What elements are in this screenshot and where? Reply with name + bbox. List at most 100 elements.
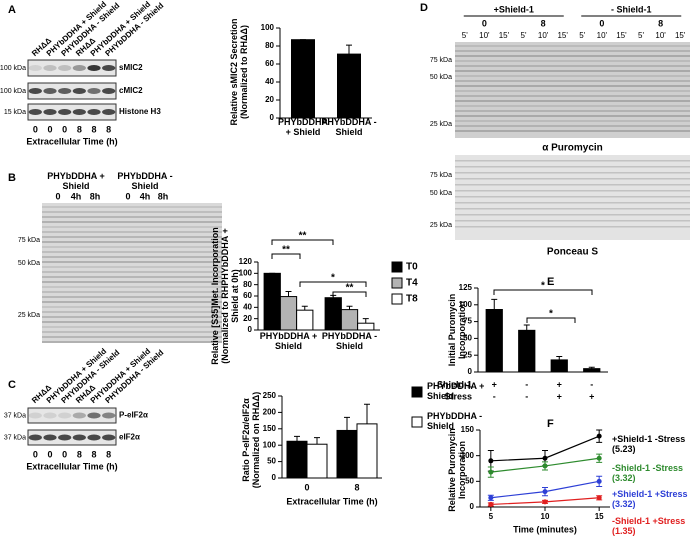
blot-band bbox=[102, 65, 116, 71]
error-bar bbox=[346, 305, 353, 310]
panel-label: D bbox=[420, 2, 428, 14]
group-label: - Shield-1 bbox=[611, 4, 652, 14]
blot-texture bbox=[42, 216, 222, 218]
x-tick-label: 5 bbox=[489, 512, 494, 521]
legend-swatch bbox=[411, 386, 423, 398]
lane-label: 4h bbox=[71, 191, 82, 201]
bar bbox=[324, 297, 342, 331]
blot-texture bbox=[455, 178, 690, 180]
legend-label: +Shield-1 +Stress (3.32) bbox=[612, 489, 688, 509]
bar bbox=[263, 272, 281, 331]
error-bar bbox=[491, 298, 498, 310]
blot-texture bbox=[42, 296, 222, 298]
blot-band bbox=[87, 434, 101, 441]
legend-label-box: +Shield-1 -Stress (5.23) bbox=[612, 434, 685, 454]
marker-label: 50 kDa bbox=[430, 74, 452, 81]
y-axis-label-box: Relative [S35]Met. Incorporation (Normal… bbox=[210, 227, 240, 365]
legend-label-box: -Shield-1 +Stress (1.35) bbox=[612, 516, 685, 536]
y-tick-label: 0 bbox=[468, 367, 473, 376]
marker-label: 75 kDa bbox=[430, 57, 452, 64]
bar bbox=[337, 53, 361, 119]
axis-label: Extracellular Time (h) bbox=[26, 136, 117, 146]
y-tick-label: 80 bbox=[243, 280, 252, 289]
condition-cell: - bbox=[493, 391, 496, 401]
bar bbox=[286, 440, 308, 479]
blot-texture bbox=[42, 286, 222, 288]
panel-label: B bbox=[8, 172, 16, 184]
legend-label-box: +Shield-1 +Stress (3.32) bbox=[612, 489, 688, 509]
blot-band bbox=[87, 88, 101, 94]
blot-band bbox=[28, 434, 42, 441]
point bbox=[542, 463, 548, 469]
minute-label: 15' bbox=[557, 31, 568, 40]
blot-texture bbox=[42, 236, 222, 238]
y-tick-label: 50 bbox=[465, 476, 474, 485]
blot-band bbox=[28, 88, 42, 94]
marker-label: 37 kDa bbox=[4, 412, 26, 419]
error-bar bbox=[314, 437, 320, 445]
blot-texture bbox=[455, 220, 690, 222]
blot-texture bbox=[455, 130, 690, 132]
panel-label: A bbox=[8, 4, 16, 16]
blot-texture bbox=[42, 251, 222, 253]
blot-texture bbox=[455, 125, 690, 127]
marker-label: 25 kDa bbox=[430, 121, 452, 128]
error-bar bbox=[301, 305, 308, 311]
y-tick-label: 100 bbox=[261, 23, 275, 32]
blot-texture bbox=[42, 341, 222, 343]
error-bar bbox=[596, 429, 603, 443]
minute-label: 5' bbox=[462, 31, 468, 40]
error-bar bbox=[362, 318, 369, 324]
marker-label: 25 kDa bbox=[18, 312, 40, 319]
condition-cell: + bbox=[557, 379, 562, 389]
blot-band bbox=[87, 412, 101, 419]
significance-bracket bbox=[271, 253, 301, 259]
blot-texture bbox=[42, 271, 222, 273]
significance-bracket bbox=[493, 289, 593, 295]
blot-band bbox=[72, 434, 86, 441]
blot-band bbox=[72, 109, 86, 115]
bar bbox=[357, 322, 375, 331]
significance-label: * bbox=[541, 281, 545, 292]
blot-texture bbox=[42, 226, 222, 228]
blot-band bbox=[102, 412, 116, 419]
blot-texture bbox=[42, 291, 222, 293]
legend-label: T0 bbox=[406, 262, 418, 273]
blot-band bbox=[43, 412, 57, 419]
blot-texture bbox=[42, 241, 222, 243]
y-axis-label-box: Relative sMIC2 Secretion (Normalized to … bbox=[229, 18, 249, 126]
blot-texture bbox=[455, 85, 690, 87]
time-label: 0 bbox=[62, 449, 67, 459]
blot-texture bbox=[42, 326, 222, 328]
blot-texture bbox=[42, 246, 222, 248]
blot-image bbox=[42, 203, 222, 343]
legend-label-box: PHYbDDHA + Shield bbox=[427, 381, 484, 401]
blot-band bbox=[58, 412, 72, 419]
blot-texture bbox=[455, 65, 690, 67]
y-tick-label: 200 bbox=[263, 408, 277, 417]
blot-texture bbox=[455, 120, 690, 122]
blot-image bbox=[27, 59, 117, 77]
y-tick-label: 100 bbox=[459, 300, 473, 309]
bar bbox=[485, 309, 503, 373]
blot-title: Ponceau S bbox=[547, 247, 598, 258]
x-tick-label-box: PHYbDDHA + Shield bbox=[260, 331, 317, 351]
error-bar bbox=[344, 416, 350, 431]
y-axis-label: Ratio P-eIF2α/eIF2α (Normalized on RHΔΔ) bbox=[241, 391, 261, 489]
blot-texture bbox=[42, 331, 222, 333]
blot-image bbox=[27, 82, 117, 100]
blot-texture bbox=[42, 306, 222, 308]
time-label: 0 bbox=[33, 124, 38, 134]
y-axis-label: Relative sMIC2 Secretion (Normalized to … bbox=[229, 18, 249, 126]
blot-band bbox=[58, 65, 72, 71]
error-bar bbox=[346, 44, 352, 55]
blot-title: α Puromycin bbox=[542, 143, 603, 154]
blot-texture bbox=[455, 184, 690, 186]
blot-texture bbox=[455, 166, 690, 168]
blot-band bbox=[72, 88, 86, 94]
marker-label: 100 kDa bbox=[0, 65, 26, 72]
y-tick-label: 75 bbox=[463, 317, 472, 326]
x-tick-label: PHYbDDHA + Shield bbox=[277, 117, 328, 137]
blot-texture bbox=[42, 256, 222, 258]
blot-band bbox=[28, 109, 42, 115]
